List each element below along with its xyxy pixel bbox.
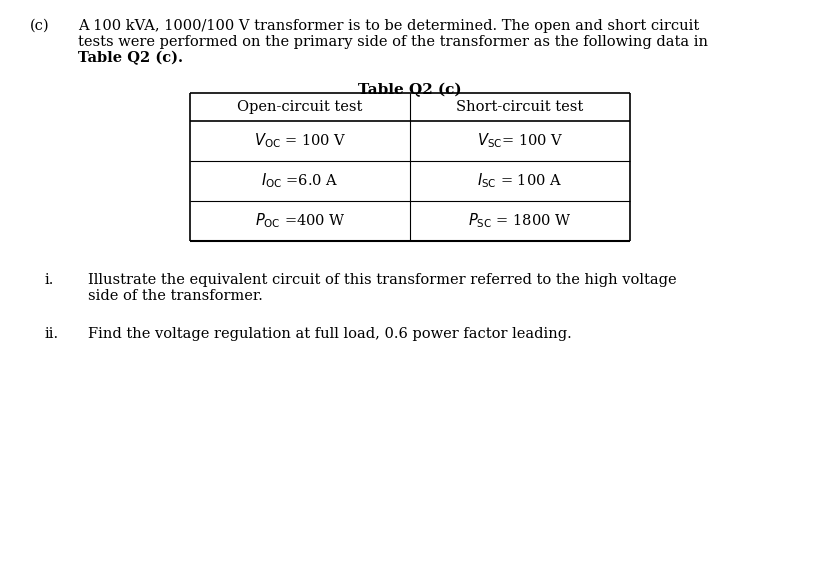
Text: Table Q2 (c).: Table Q2 (c).: [78, 51, 183, 65]
Text: $I_{\mathrm{SC}}$ = 100 A: $I_{\mathrm{SC}}$ = 100 A: [477, 171, 563, 191]
Text: $I_{\mathrm{OC}}$ =6.0 A: $I_{\mathrm{OC}}$ =6.0 A: [261, 171, 339, 191]
Text: tests were performed on the primary side of the transformer as the following dat: tests were performed on the primary side…: [78, 35, 708, 49]
Text: A 100 kVA, 1000/100 V transformer is to be determined. The open and short circui: A 100 kVA, 1000/100 V transformer is to …: [78, 19, 699, 33]
Text: Illustrate the equivalent circuit of this transformer referred to the high volta: Illustrate the equivalent circuit of thi…: [88, 273, 676, 287]
Text: $P_{\mathrm{SC}}$ = 1800 W: $P_{\mathrm{SC}}$ = 1800 W: [468, 212, 572, 230]
Text: (c): (c): [30, 19, 50, 33]
Text: Short-circuit test: Short-circuit test: [456, 100, 584, 114]
Text: $V_{\mathrm{SC}}$= 100 V: $V_{\mathrm{SC}}$= 100 V: [477, 131, 563, 151]
Text: side of the transformer.: side of the transformer.: [88, 289, 263, 303]
Text: Table Q2 (c): Table Q2 (c): [358, 83, 462, 97]
Text: i.: i.: [45, 273, 54, 287]
Text: Find the voltage regulation at full load, 0.6 power factor leading.: Find the voltage regulation at full load…: [88, 327, 572, 341]
Text: ii.: ii.: [45, 327, 59, 341]
Text: Open-circuit test: Open-circuit test: [238, 100, 363, 114]
Text: $V_{\mathrm{OC}}$ = 100 V: $V_{\mathrm{OC}}$ = 100 V: [254, 131, 346, 151]
Text: $P_{\mathrm{OC}}$ =400 W: $P_{\mathrm{OC}}$ =400 W: [255, 212, 346, 230]
